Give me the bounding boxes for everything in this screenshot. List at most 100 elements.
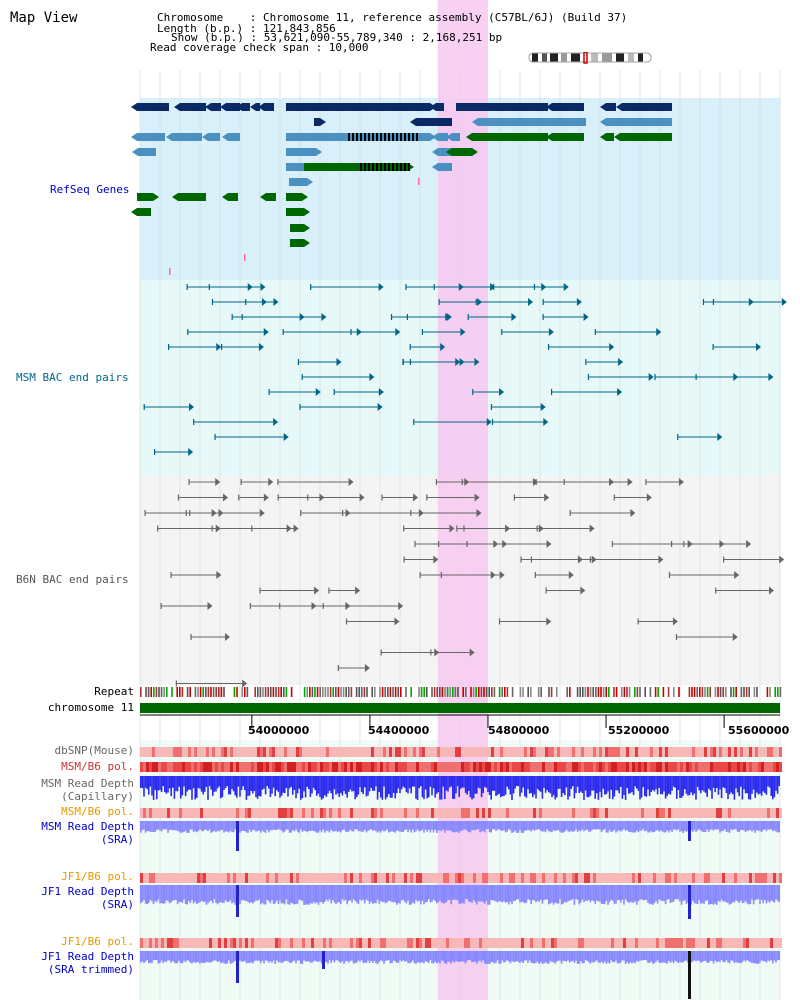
msm-sra-depth-bar xyxy=(504,821,507,833)
jf1-sra-depth-bar xyxy=(378,885,380,904)
msm-capillary-depth-bar xyxy=(223,776,225,791)
jf1-sra-depth-bar xyxy=(176,885,179,905)
msm-b6-pol-heat-cell xyxy=(338,808,341,818)
jf1-trimmed-depth-bar xyxy=(546,951,548,964)
jf1-trimmed-depth-bar xyxy=(605,951,608,964)
msm-b6-pol-heat-cell xyxy=(263,762,266,772)
msm-capillary-depth-bar xyxy=(300,776,302,800)
jf1-trimmed-depth-bar xyxy=(367,951,369,961)
dbsnp-heat-cell xyxy=(452,747,455,757)
repeat-mark xyxy=(662,687,665,697)
msm-sra-depth-bar xyxy=(148,821,150,832)
jf1-trimmed-depth-bar xyxy=(292,951,294,962)
bac-end-arrow xyxy=(440,343,446,351)
jf1-trimmed-depth-bar xyxy=(384,951,387,962)
dbsnp-heat-cell xyxy=(224,747,227,757)
jf1-b6-pol-heat-cell xyxy=(557,938,560,948)
jf1-b6-pol-heat-cell xyxy=(200,873,203,883)
jf1-b6-pol-heat-cell xyxy=(662,938,665,948)
msm-b6-pol-heat-cell xyxy=(713,762,716,772)
msm-capillary-depth-bar xyxy=(200,776,203,792)
msm-b6-pol-heat-cell xyxy=(152,762,155,772)
gene-body xyxy=(436,103,444,111)
msm-b6-pol-heat-cell xyxy=(773,762,776,772)
repeat-mark xyxy=(218,687,220,697)
jf1-b6-pol-heat-cell xyxy=(353,938,356,948)
refseq-gene xyxy=(546,103,584,111)
jf1-trimmed-depth-bar xyxy=(725,951,728,961)
msm-capillary-depth-bar xyxy=(701,776,704,791)
msm-capillary-depth-bar xyxy=(444,776,446,800)
jf1-trimmed-depth-bar xyxy=(653,951,656,964)
msm-capillary-depth-bar xyxy=(546,776,548,791)
jf1-sra-depth-bar xyxy=(279,885,281,901)
msm-capillary-depth-bar xyxy=(306,776,308,787)
jf1-b6-pol-heat-cell xyxy=(353,873,356,883)
jf1-sra-depth-bar xyxy=(348,885,350,902)
msm-bac-pair xyxy=(143,403,194,411)
msm-sra-depth-bar xyxy=(596,821,598,830)
jf1-b6-pol-heat-cell xyxy=(713,938,716,948)
chromosome-ideogram[interactable] xyxy=(528,52,652,64)
bac-end-arrow xyxy=(746,540,752,548)
msm-sra-depth-bar xyxy=(495,821,497,832)
jf1-trimmed-depth-bar xyxy=(485,951,488,964)
dbsnp-heat-cell xyxy=(281,747,284,757)
msm-sra-depth-bar xyxy=(280,821,283,831)
msm-b6-pol-heat-cell xyxy=(641,762,644,772)
jf1-sra-depth-bar xyxy=(519,885,521,903)
msm-sra-depth-bar xyxy=(559,821,561,832)
dbsnp-heat-cell xyxy=(554,747,557,757)
msm-b6-pol-heat-cell xyxy=(200,762,203,772)
msm-b6-pol-heat-cell xyxy=(257,808,260,818)
gene-body xyxy=(286,163,304,171)
gene-body xyxy=(462,148,472,156)
jf1-sra-depth-bar xyxy=(765,885,768,904)
msm-capillary-depth-bar xyxy=(685,776,688,794)
msm-sra-depth-bar xyxy=(191,821,193,830)
msm-b6-pol-heat-cell xyxy=(293,762,296,772)
jf1-b6-pol-heat-cell xyxy=(593,873,596,883)
jf1-b6-pol-heat-cell xyxy=(218,938,221,948)
jf1-trimmed-depth-bar xyxy=(554,951,556,964)
repeat-mark xyxy=(314,687,316,697)
msm-capillary-depth-bar xyxy=(636,776,638,789)
msm-capillary-depth-bar xyxy=(308,776,310,790)
depth-spike xyxy=(236,821,239,851)
msm-capillary-depth-bar xyxy=(378,776,380,793)
jf1-trimmed-depth-bar xyxy=(708,951,710,963)
jf1-sra-depth-bar xyxy=(530,885,532,904)
jf1-sra-depth-bar xyxy=(482,885,484,903)
msm-capillary-depth-bar xyxy=(375,776,377,787)
jf1-trimmed-depth-bar xyxy=(255,951,257,961)
msm-sra-depth-bar xyxy=(653,821,656,833)
msm-b6-pol-heat-cell xyxy=(341,808,344,818)
jf1-b6-pol-heat-cell xyxy=(485,873,488,883)
dbsnp-heat-cell xyxy=(605,747,608,757)
msm-sra-depth-bar xyxy=(228,821,230,833)
msm-capillary-depth-bar xyxy=(453,776,456,799)
jf1-b6-pol-heat-cell xyxy=(263,938,266,948)
msm-capillary-depth-bar xyxy=(768,776,771,788)
jf1-b6-pol-heat-cell xyxy=(377,938,380,948)
msm-b6-pol-heat-cell xyxy=(299,808,302,818)
msm-bac-pair xyxy=(490,403,546,411)
jf1-b6-pol-heat-cell xyxy=(179,873,182,883)
msm-sra-depth-bar xyxy=(511,821,513,833)
jf1-sra-depth-bar xyxy=(696,885,699,904)
msm-sra-depth-bar xyxy=(279,821,281,830)
dbsnp-heat-cell xyxy=(530,747,533,757)
jf1-b6-pol-heat-cell xyxy=(521,938,524,948)
jf1-trimmed-depth-bar xyxy=(320,951,323,964)
msm-b6-pol-heat-cell xyxy=(581,808,584,818)
repeat-mark xyxy=(657,687,659,697)
msm-b6-pol-heat-cell xyxy=(206,808,209,818)
msm-sra-depth-bar xyxy=(162,821,164,830)
jf1-trimmed-depth-bar xyxy=(623,951,625,961)
refseq-gene xyxy=(314,118,326,126)
b6n-bac-pair xyxy=(668,571,740,579)
msm-capillary-depth-bar xyxy=(629,776,632,794)
refseq-gene xyxy=(290,239,310,247)
jf1-b6-pol-heat-cell xyxy=(488,938,491,948)
